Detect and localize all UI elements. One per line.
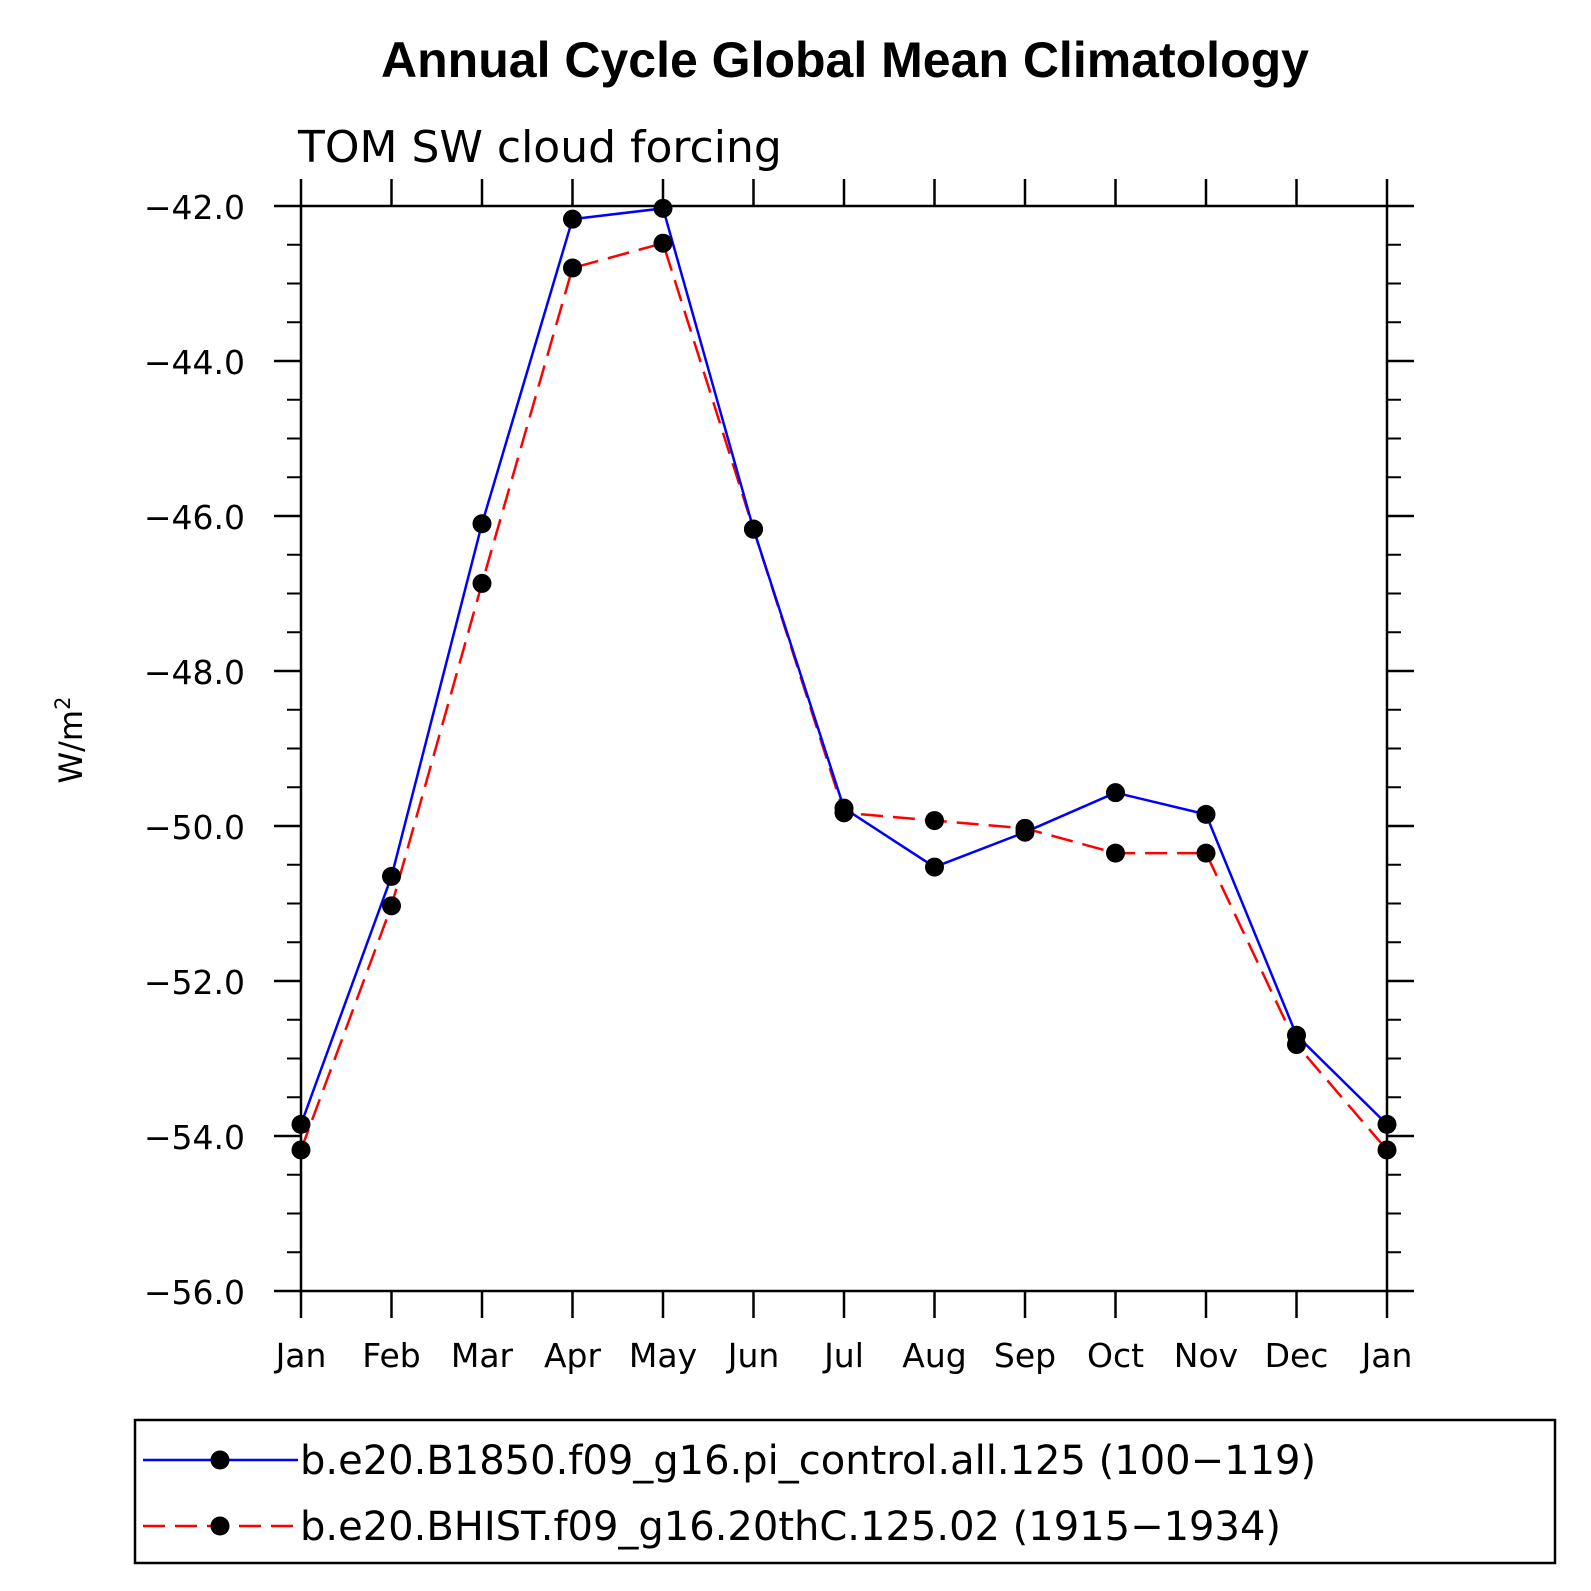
y-tick-label: −46.0 (144, 498, 245, 537)
legend-marker-1 (210, 1516, 230, 1536)
series-1-point (744, 519, 763, 539)
series-0-point (382, 866, 401, 886)
series-1-point (834, 803, 854, 823)
chart-subtitle: TOM SW cloud forcing (297, 122, 782, 173)
y-tick-label: −52.0 (144, 963, 245, 1002)
svg-text:W/m2: W/m2 (51, 697, 90, 784)
x-tick-label: Jul (822, 1336, 864, 1375)
x-tick-label: Oct (1087, 1336, 1144, 1375)
plot-frame (299, 204, 1389, 1293)
series-0-point (563, 209, 582, 229)
series-1-point (1287, 1035, 1306, 1055)
series-1-point (382, 896, 401, 916)
y-tick-label: −54.0 (144, 1118, 245, 1157)
x-tick-label: Dec (1265, 1336, 1329, 1375)
legend: b.e20.B1850.f09_g16.pi_control.all.125 (… (133, 1418, 1557, 1565)
series-0-point (1106, 783, 1125, 803)
series-1-point (472, 573, 492, 593)
y-tick-label: −50.0 (144, 808, 245, 847)
series-1-point (563, 258, 582, 278)
series-layer (291, 198, 1397, 1160)
legend-box (133, 1418, 1557, 1565)
x-tick-label: Aug (902, 1336, 966, 1375)
x-tick-label: Jun (726, 1336, 780, 1375)
y-tick-label: −56.0 (144, 1273, 245, 1312)
x-tick-label: Apr (544, 1336, 602, 1375)
x-tick-label: Sep (994, 1336, 1056, 1375)
series-line-0 (299, 206, 1388, 1126)
y-tick-label: −48.0 (144, 653, 245, 692)
y-axis-label: W/m (52, 710, 90, 784)
legend-marker-0 (210, 1450, 230, 1470)
series-1-point (1106, 843, 1125, 863)
y-axis-label-superscript: 2 (51, 697, 75, 710)
x-tick-label: Feb (362, 1336, 420, 1375)
x-tick-label: Nov (1174, 1336, 1238, 1375)
y-axis-title: W/m2 (51, 697, 90, 784)
y-tick-label: −44.0 (144, 343, 245, 382)
series-1-point (925, 811, 944, 831)
x-tick-label: May (629, 1336, 697, 1375)
series-line-1 (299, 241, 1388, 1151)
x-tick-label: Jan (274, 1336, 327, 1375)
series-1-point (1015, 818, 1035, 838)
legend-label-0: b.e20.B1850.f09_g16.pi_control.all.125 (… (300, 1438, 1316, 1484)
series-1-point (653, 233, 673, 253)
series-0-point (1196, 804, 1216, 824)
series-0-point (925, 857, 944, 877)
x-tick-label: Jan (1360, 1336, 1413, 1375)
series-0-point (472, 514, 492, 534)
series-0-point (653, 198, 673, 218)
x-tick-label: Mar (451, 1336, 514, 1375)
legend-label-1: b.e20.BHIST.f09_g16.20thC.125.02 (1915−1… (300, 1504, 1281, 1550)
ticks-layer: Jan Feb Mar Apr May Jun Jul Aug Sep Oct Nov Dec Jan−… (144, 179, 1414, 1375)
chart-title: Annual Cycle Global Mean Climatology (381, 32, 1309, 88)
series-1-point (1196, 843, 1216, 863)
plot-frame-layer (299, 204, 1389, 1293)
y-tick-label: −42.0 (144, 188, 245, 227)
